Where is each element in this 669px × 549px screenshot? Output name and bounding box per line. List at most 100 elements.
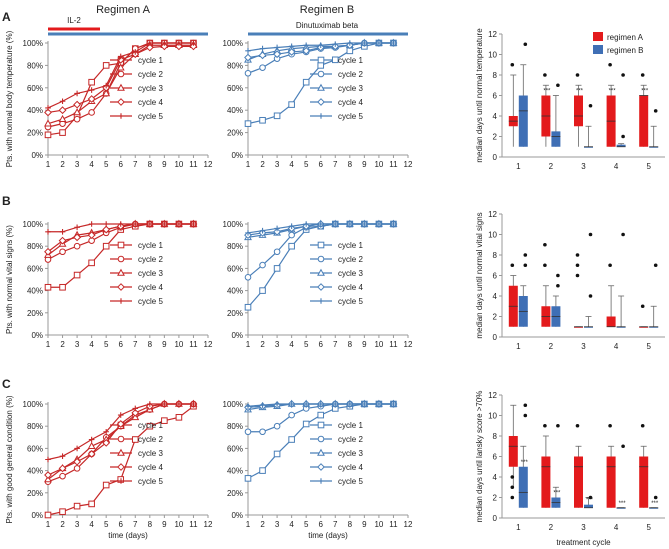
x-tick-label: 7 [333, 340, 338, 349]
data-point [103, 428, 109, 435]
y-tick-label: 12 [488, 30, 497, 39]
outlier [523, 403, 528, 408]
x-tick-label: 10 [374, 520, 383, 529]
legend-marker [117, 463, 125, 471]
legend-label: cycle 1 [138, 56, 163, 65]
x-tick-label: 9 [362, 160, 367, 169]
legend-label: cycle 4 [338, 463, 363, 472]
x-tick-label: 5 [304, 160, 309, 169]
data-point [88, 109, 95, 116]
data-point [331, 56, 339, 64]
outlier [543, 423, 547, 428]
significance-label: *** [586, 498, 594, 504]
x-tick-label: 2 [60, 340, 65, 349]
data-point [132, 405, 139, 412]
data-point [288, 43, 295, 50]
y-axis-label: median days until normal vital signs [475, 212, 484, 338]
legend-marker [118, 298, 124, 304]
title-regimen-b: Regimen B [300, 4, 354, 16]
y-tick-label: 20% [27, 129, 43, 138]
data-point [88, 221, 95, 227]
y-tick-label: 100% [223, 39, 243, 48]
x-tick-label: 5 [104, 340, 109, 349]
data-point [102, 62, 110, 69]
legend-label: cycle 2 [138, 255, 163, 264]
data-point [73, 100, 81, 109]
y-tick-label: 20% [227, 129, 243, 138]
legend-marker [317, 83, 325, 91]
x-tick-label: 11 [189, 340, 198, 349]
box [649, 146, 659, 148]
data-point [274, 401, 280, 407]
y-tick-label: 4 [493, 112, 498, 121]
data-point [58, 236, 67, 245]
data-point [175, 42, 183, 51]
x-tick-label: 10 [174, 160, 183, 169]
data-point [176, 40, 182, 46]
outlier [523, 413, 528, 418]
box [574, 95, 583, 127]
legend-label: cycle 2 [138, 435, 163, 444]
y-tick-label: 0% [31, 331, 43, 340]
y-tick-label: 8 [493, 251, 498, 260]
y-tick-label: 40% [227, 287, 243, 296]
box [584, 146, 593, 148]
legend-label: cycle 3 [338, 269, 363, 278]
y-tick-label: 40% [27, 467, 43, 476]
legend-label: cycle 4 [138, 463, 163, 472]
data-point [88, 436, 95, 443]
data-point [116, 63, 125, 71]
series-cycle-1: cycle 1 [44, 220, 197, 291]
x-tick-label: 6 [119, 340, 124, 349]
legend-marker [317, 255, 325, 263]
data-point [74, 90, 80, 97]
x-tick-label: 12 [204, 160, 213, 169]
data-point [145, 43, 154, 52]
data-point [117, 53, 124, 60]
data-point [287, 48, 296, 56]
outlier [621, 134, 625, 139]
data-point [273, 248, 281, 256]
data-point [116, 55, 125, 64]
data-point [244, 273, 252, 281]
legend-label: cycle 5 [338, 112, 363, 121]
x-tick-label: 10 [374, 340, 383, 349]
data-point [244, 53, 252, 62]
y-tick-label: 4 [493, 473, 498, 482]
data-point [317, 42, 324, 49]
x-tick-label: 1 [46, 520, 51, 529]
x-tick-label: 3 [75, 520, 80, 529]
legend-label: cycle 5 [138, 112, 163, 121]
data-point [244, 475, 252, 482]
y-tick-label: 100% [23, 400, 43, 409]
data-point [189, 42, 198, 51]
data-point [274, 225, 280, 232]
outlier [575, 263, 580, 268]
box-series-regimen-B [518, 42, 659, 148]
data-point [361, 401, 368, 407]
data-point [302, 46, 311, 55]
outlier [653, 495, 658, 500]
data-point [87, 441, 96, 449]
x-axis-label: treatment cycle [556, 538, 611, 547]
y-tick-label: 8 [493, 71, 498, 80]
data-point [44, 511, 52, 519]
data-point [390, 221, 397, 227]
legend-marker [317, 463, 325, 471]
data-point [376, 401, 382, 407]
x-tick-label: 2 [549, 342, 554, 351]
data-point [131, 412, 140, 421]
x-tick-label: 7 [333, 160, 338, 169]
legend-marker [318, 113, 324, 119]
outlier [588, 495, 593, 500]
data-point [44, 475, 52, 483]
series-cycle-5: cycle 5 [45, 221, 197, 306]
data-point [302, 420, 310, 428]
outlier [608, 423, 612, 428]
legend-label: cycle 2 [138, 70, 163, 79]
legend-label: cycle 5 [338, 477, 363, 486]
box [616, 144, 626, 147]
y-tick-label: 4 [493, 292, 498, 301]
